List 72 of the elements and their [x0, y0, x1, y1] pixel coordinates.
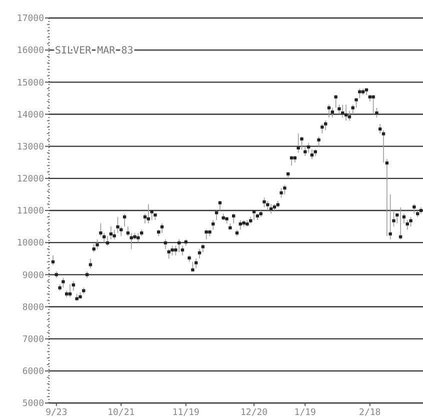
y-tick-label: 14000 [16, 110, 44, 120]
candlestick [412, 204, 416, 214]
candlestick [317, 136, 320, 147]
candlestick [68, 284, 72, 298]
candlestick [283, 184, 286, 195]
y-tick-label: 17000 [16, 14, 44, 24]
candlestick [218, 200, 222, 211]
candlestick [409, 216, 412, 227]
x-tick-label: 12/20 [240, 408, 268, 417]
x-tick-label: 10/21 [108, 408, 135, 417]
y-tick-label: 10000 [16, 238, 44, 249]
candlestick [304, 146, 307, 156]
y-tick-label: 16000 [16, 46, 44, 56]
candlestick [96, 238, 99, 250]
y-tick-label: 15000 [16, 78, 44, 88]
candlestick [296, 133, 300, 154]
candlestick [252, 210, 256, 221]
candlestick [146, 204, 150, 224]
y-tick-label: 5000 [22, 399, 44, 410]
candlestick [327, 104, 331, 118]
candlestick [280, 188, 283, 198]
candlestick [106, 236, 110, 246]
candlestick [177, 238, 181, 253]
candlestick [194, 258, 198, 269]
candlestick [334, 94, 338, 108]
candlestick [170, 245, 174, 256]
candlestick [262, 197, 266, 208]
candlestick [266, 200, 270, 211]
candlestick [300, 136, 304, 150]
candlestick [112, 229, 116, 240]
candlestick [232, 213, 236, 224]
candlestick [358, 88, 362, 99]
candlestick [204, 229, 208, 240]
candlestick [354, 98, 358, 108]
candlestick [51, 255, 55, 266]
candlestick [212, 220, 215, 230]
candlestick [160, 222, 164, 234]
candlestick [214, 210, 218, 221]
x-tick-label: 11/19 [172, 408, 200, 417]
candlestick [320, 123, 324, 134]
candlestick [130, 232, 133, 250]
y-tick-label: 7000 [22, 334, 44, 345]
candlestick [167, 248, 170, 260]
candlestick [269, 204, 273, 214]
candlestick [344, 104, 348, 122]
candlestick [136, 232, 140, 243]
candlestick [122, 213, 126, 227]
candlestick [109, 226, 113, 240]
x-tick-label: 9/23 [46, 408, 68, 417]
candlestick [378, 123, 382, 134]
candlestick [191, 261, 194, 272]
candlestick [116, 216, 120, 234]
candlestick [310, 149, 314, 160]
candlestick [330, 107, 334, 118]
candlestick [372, 94, 375, 115]
candlestick [306, 142, 310, 154]
y-tick-label: 13000 [16, 142, 44, 152]
candlestick [341, 104, 344, 118]
candlestick [324, 120, 328, 131]
y-tick-label: 8000 [22, 302, 44, 313]
candlestick [62, 277, 65, 288]
y-tick-label: 6000 [22, 367, 44, 378]
x-tick-label: 2/18 [359, 408, 381, 417]
candlestick [238, 220, 242, 230]
candlestick [164, 238, 168, 250]
candlestick [398, 206, 402, 240]
x-tick-label: 1/19 [294, 408, 316, 417]
candlestick [290, 156, 294, 166]
y-tick-label: 12000 [16, 174, 44, 185]
y-tick-label: 11000 [16, 206, 44, 217]
y-tick-label: 9000 [22, 270, 44, 281]
candlestick [88, 258, 92, 269]
